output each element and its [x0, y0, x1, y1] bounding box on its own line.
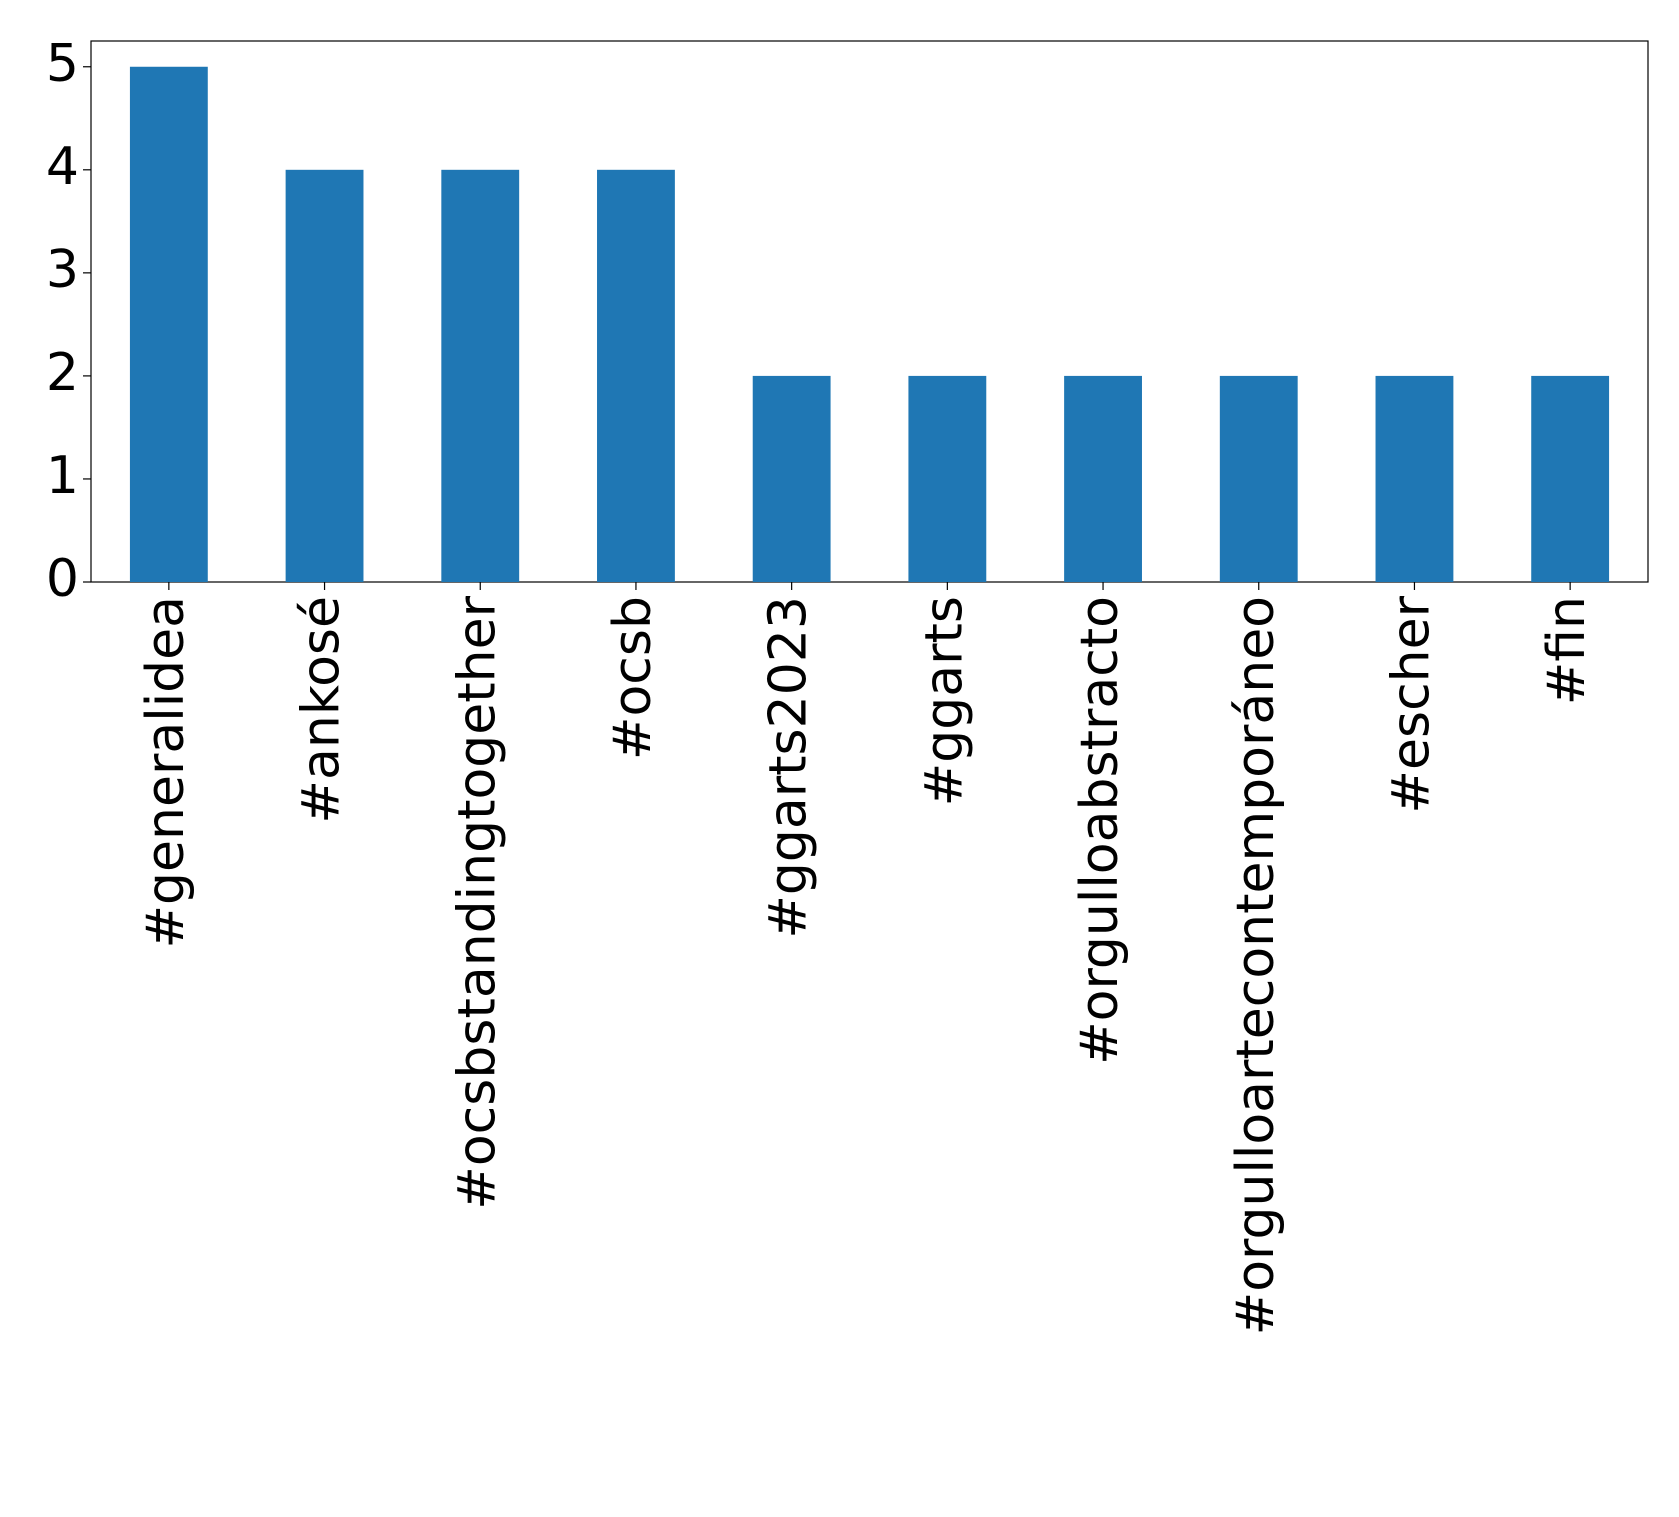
x-tick-label: #escher [1381, 595, 1441, 813]
bar [1064, 375, 1142, 582]
x-tick-label: #ocsbstandingtogether [447, 595, 507, 1209]
bar [1375, 375, 1454, 582]
bar [597, 169, 675, 583]
x-tick-label: #orgulloartecontemporáneo [1226, 596, 1286, 1335]
bar [129, 66, 208, 582]
y-tick-label: 5 [46, 34, 79, 94]
y-tick-label: 3 [46, 240, 79, 300]
bar [285, 169, 364, 583]
x-tick-label: #ankosé [292, 596, 352, 824]
x-tick-label: #generalidea [136, 596, 196, 949]
bar [752, 375, 831, 582]
x-tick-label: #ggarts2023 [759, 596, 819, 939]
bar [1219, 375, 1298, 582]
x-tick-label: #orgulloabstracto [1070, 596, 1130, 1065]
bar [1531, 375, 1610, 582]
bar [908, 375, 987, 582]
x-tick-label: #ocsb [603, 596, 663, 760]
y-tick-label: 4 [46, 137, 79, 197]
axes-frame [90, 40, 1649, 583]
y-tick-label: 2 [46, 343, 79, 403]
y-tick-label: 0 [46, 549, 79, 609]
bar [441, 169, 520, 583]
y-tick-label: 1 [46, 446, 79, 506]
x-tick-label: #fin [1537, 596, 1597, 705]
x-tick-label: #ggarts [914, 596, 974, 806]
